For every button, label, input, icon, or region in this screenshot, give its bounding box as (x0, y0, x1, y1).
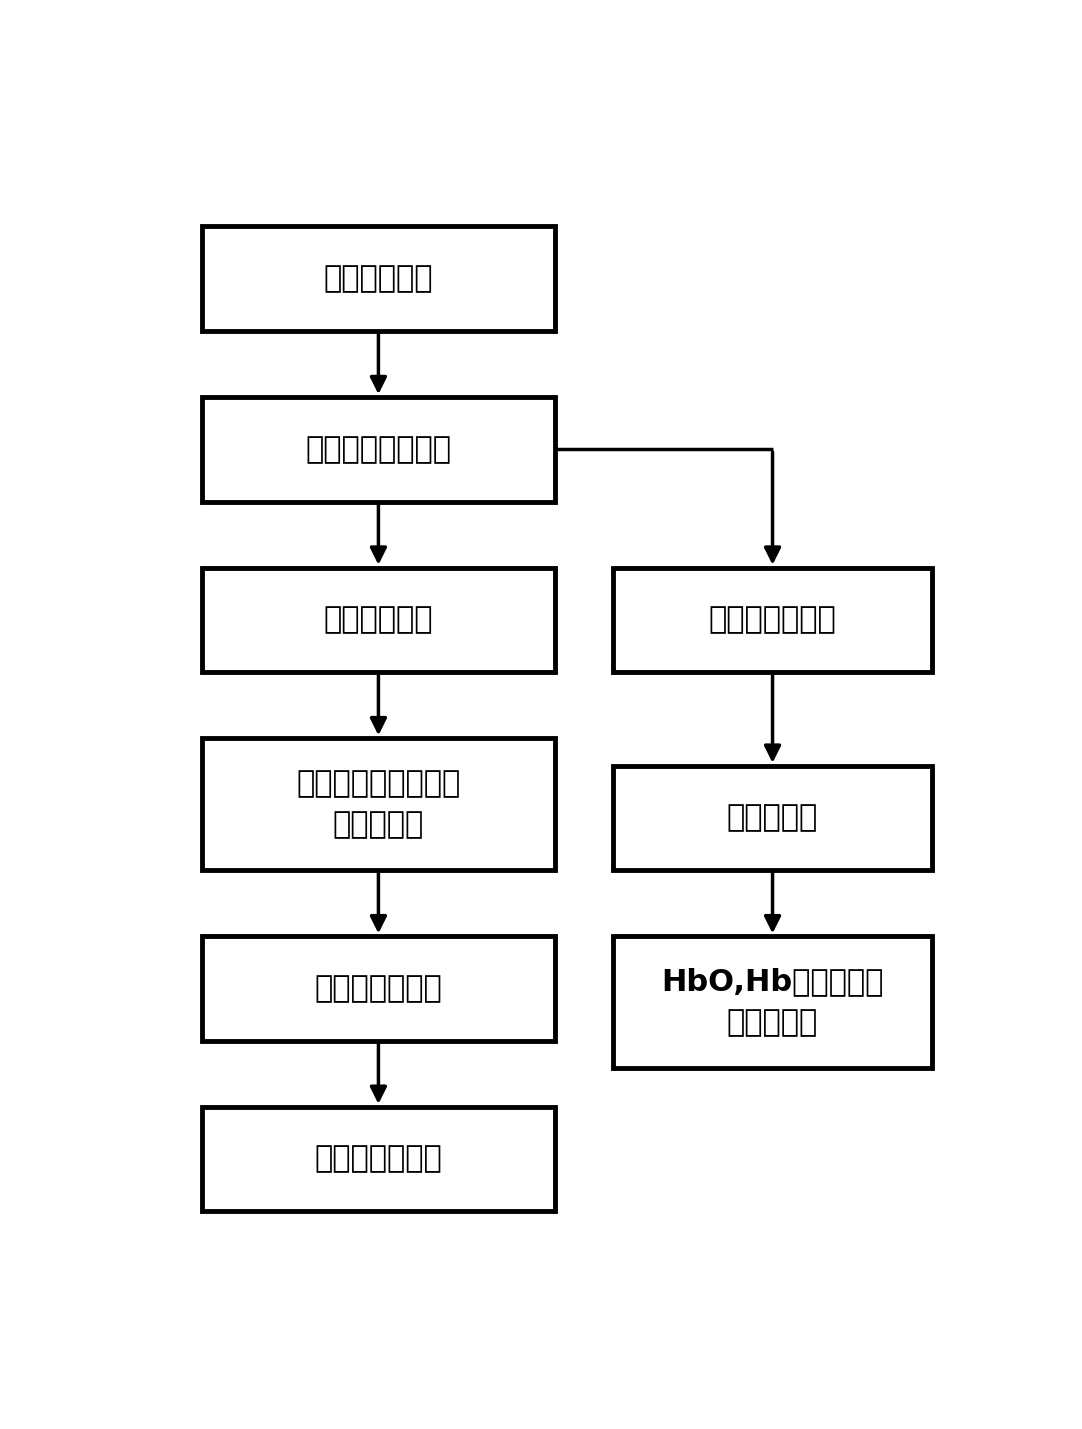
Text: 动态散斑信号: 动态散斑信号 (324, 606, 433, 634)
Bar (613, 936, 932, 1069)
Bar (613, 567, 932, 672)
Bar (202, 227, 555, 332)
Text: 原始散斑图像: 原始散斑图像 (324, 264, 433, 293)
Text: 微血管相邻区域红细
胞动态特征: 微血管相邻区域红细 胞动态特征 (296, 769, 461, 839)
Bar (202, 739, 555, 870)
Bar (202, 567, 555, 672)
Text: 红细胞运动速率: 红细胞运动速率 (315, 1145, 443, 1173)
Text: 吸光度计算: 吸光度计算 (727, 803, 818, 833)
Text: 特征矩阵滤波算法: 特征矩阵滤波算法 (305, 434, 451, 464)
Text: 短时互相关算法: 短时互相关算法 (315, 975, 443, 1003)
Bar (613, 766, 932, 870)
Text: HbO,Hb浓度变化及
血氧饱和度: HbO,Hb浓度变化及 血氧饱和度 (661, 967, 884, 1037)
Bar (202, 397, 555, 502)
Bar (202, 1107, 555, 1212)
Bar (202, 936, 555, 1040)
Text: 内源性吸收信号: 内源性吸收信号 (709, 606, 836, 634)
